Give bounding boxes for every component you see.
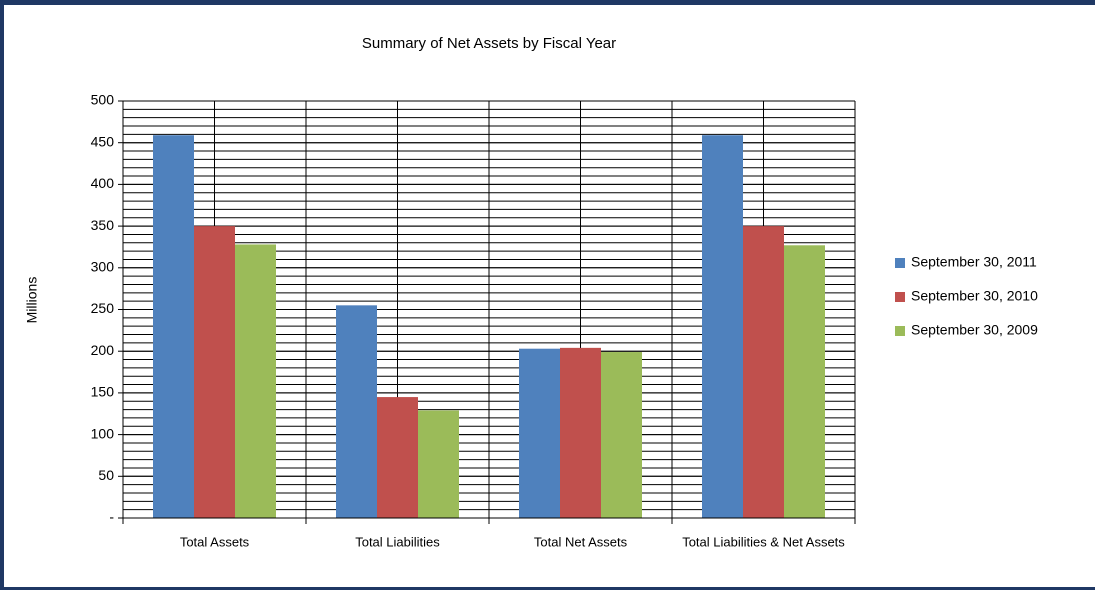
y-tick-label: 200 xyxy=(91,342,115,358)
y-tick-label: - xyxy=(109,509,114,525)
legend-label: September 30, 2010 xyxy=(911,288,1038,304)
chart-title: Summary of Net Assets by Fiscal Year xyxy=(362,35,616,52)
y-tick-label: 250 xyxy=(91,300,115,316)
y-tick-label: 100 xyxy=(91,425,115,441)
x-tick-label: Total Net Assets xyxy=(534,534,628,549)
frame-bottom xyxy=(0,587,1095,590)
x-tick-label: Total Assets xyxy=(180,534,250,549)
legend-label: September 30, 2009 xyxy=(911,322,1038,338)
bar xyxy=(601,352,642,518)
y-tick-label: 50 xyxy=(98,467,114,483)
y-tick-label: 500 xyxy=(91,92,115,108)
bar xyxy=(519,348,560,518)
bar xyxy=(418,410,459,518)
x-tick-label: Total Liabilities & Net Assets xyxy=(682,534,845,549)
legend-swatch xyxy=(895,326,905,336)
legend-label: September 30, 2011 xyxy=(911,254,1037,270)
bar xyxy=(194,226,235,518)
y-tick-label: 150 xyxy=(91,384,115,400)
legend-swatch xyxy=(895,258,905,268)
y-tick-label: 450 xyxy=(91,133,115,149)
y-tick-label: 400 xyxy=(91,175,115,191)
bar xyxy=(743,226,784,518)
y-axis-label: Millions xyxy=(24,277,40,324)
x-tick-label: Total Liabilities xyxy=(355,534,440,549)
frame-top xyxy=(0,0,1095,5)
bar xyxy=(560,347,601,518)
bar xyxy=(153,135,194,518)
bar xyxy=(784,245,825,519)
legend-swatch xyxy=(895,292,905,302)
bar xyxy=(235,244,276,518)
frame-left xyxy=(0,0,4,590)
bar xyxy=(336,305,377,518)
y-tick-label: 300 xyxy=(91,259,115,275)
y-tick-label: 350 xyxy=(91,217,115,233)
bar xyxy=(377,397,418,518)
bar xyxy=(702,135,743,518)
